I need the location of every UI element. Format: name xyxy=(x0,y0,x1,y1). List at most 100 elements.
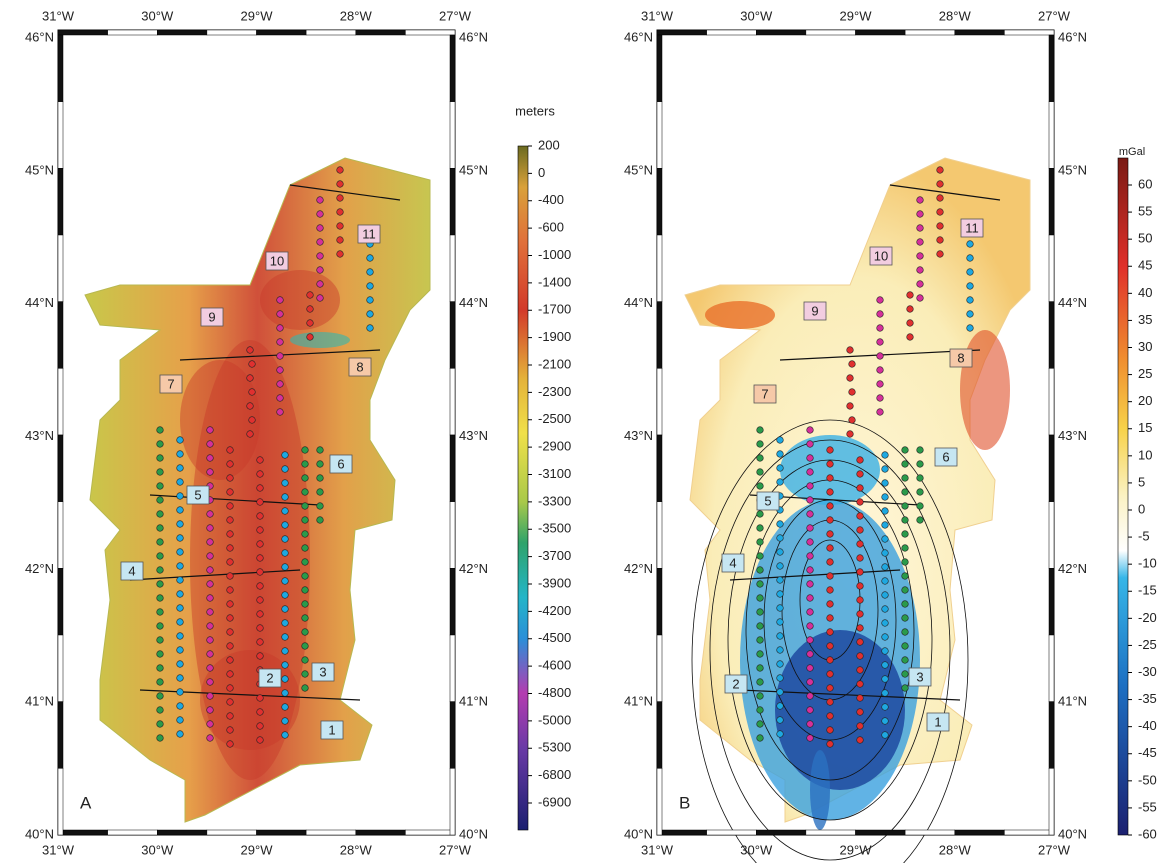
frame-tick xyxy=(57,301,64,369)
sample-site xyxy=(848,360,856,368)
colorbar-label: -35 xyxy=(1138,691,1157,706)
sample-site xyxy=(226,740,234,748)
sample-site xyxy=(226,628,234,636)
sample-site xyxy=(906,305,914,313)
sample-site xyxy=(856,526,864,534)
sample-site xyxy=(206,650,214,658)
sample-site xyxy=(848,416,856,424)
sample-site xyxy=(826,656,834,664)
sample-site xyxy=(301,502,309,510)
region-label-box xyxy=(753,384,777,404)
frame-tick xyxy=(1004,829,1055,836)
frame-tick xyxy=(405,829,456,836)
sample-site xyxy=(901,530,909,538)
sample-site xyxy=(776,576,784,584)
sample-site xyxy=(281,633,289,641)
sample-site xyxy=(826,712,834,720)
sample-site xyxy=(301,530,309,538)
colorbar-label: -30 xyxy=(1138,664,1157,679)
region-label: 6 xyxy=(337,456,344,471)
sample-site xyxy=(848,388,856,396)
sample-site xyxy=(156,566,164,574)
sample-site xyxy=(176,730,184,738)
sample-site xyxy=(881,661,889,669)
sample-site xyxy=(756,580,764,588)
region-label-box xyxy=(258,668,282,688)
sample-site xyxy=(226,614,234,622)
frame-tick xyxy=(57,768,64,836)
sample-site xyxy=(256,470,264,478)
sample-site xyxy=(901,446,909,454)
sample-site xyxy=(156,524,164,532)
sample-site xyxy=(226,530,234,538)
longitude-label: 30°W xyxy=(740,8,773,23)
region-label-box xyxy=(803,301,827,321)
sample-site xyxy=(281,563,289,571)
sample-site xyxy=(156,636,164,644)
sample-site xyxy=(776,688,784,696)
colorbar-label: -3100 xyxy=(538,466,571,481)
sample-site xyxy=(881,717,889,725)
sample-site xyxy=(901,488,909,496)
contour xyxy=(727,459,933,821)
anomaly xyxy=(810,750,830,830)
region-label-box xyxy=(721,553,745,573)
frame-tick xyxy=(57,234,64,302)
sample-site xyxy=(806,664,814,672)
sample-site xyxy=(901,460,909,468)
frame-tick xyxy=(656,234,663,302)
colorbar-label: -3900 xyxy=(538,575,571,590)
colorbar-label: 20 xyxy=(1138,393,1152,408)
latitude-label: 41°N xyxy=(624,694,653,709)
sample-site xyxy=(316,488,324,496)
sample-site xyxy=(306,305,314,313)
sample-site xyxy=(806,454,814,462)
sample-site xyxy=(901,558,909,566)
sample-site xyxy=(176,716,184,724)
frame-tick xyxy=(57,829,108,836)
sample-site xyxy=(856,470,864,478)
region-label: 1 xyxy=(328,722,335,737)
sample-site xyxy=(856,540,864,548)
sample-site xyxy=(281,675,289,683)
sample-site xyxy=(901,628,909,636)
frame-tick xyxy=(57,634,64,702)
relief xyxy=(290,332,350,348)
colorbar-label: 5 xyxy=(1138,474,1145,489)
sample-site xyxy=(856,666,864,674)
region-label-box xyxy=(320,720,344,740)
longitude-label: 30°W xyxy=(141,842,174,857)
sample-site xyxy=(756,552,764,560)
sample-site xyxy=(966,296,974,304)
longitude-label: 27°W xyxy=(1038,8,1071,23)
colorbar-label: 60 xyxy=(1138,176,1152,191)
sample-site xyxy=(826,698,834,706)
sample-site xyxy=(176,548,184,556)
latitude-label: 46°N xyxy=(459,29,488,44)
sample-site xyxy=(901,670,909,678)
sample-site xyxy=(226,460,234,468)
sample-site xyxy=(176,660,184,668)
sample-site xyxy=(226,572,234,580)
sample-site xyxy=(806,426,814,434)
sample-site xyxy=(806,706,814,714)
region-label: 10 xyxy=(874,248,888,263)
sample-site xyxy=(826,586,834,594)
colorbar-label: -40 xyxy=(1138,718,1157,733)
sample-site xyxy=(876,352,884,360)
frame-tick xyxy=(256,29,307,36)
region-label-box xyxy=(724,674,748,694)
sample-site xyxy=(176,534,184,542)
frame-tick xyxy=(157,829,208,836)
region-label-box xyxy=(159,374,183,394)
frame-tick xyxy=(107,829,158,836)
sample-site xyxy=(206,734,214,742)
sample-site xyxy=(806,496,814,504)
frame-tick xyxy=(355,29,406,36)
sample-site xyxy=(256,610,264,618)
sample-site xyxy=(176,702,184,710)
sample-site xyxy=(856,736,864,744)
colorbar-label: -4500 xyxy=(538,630,571,645)
frame-tick xyxy=(656,168,663,236)
sample-site xyxy=(301,558,309,566)
